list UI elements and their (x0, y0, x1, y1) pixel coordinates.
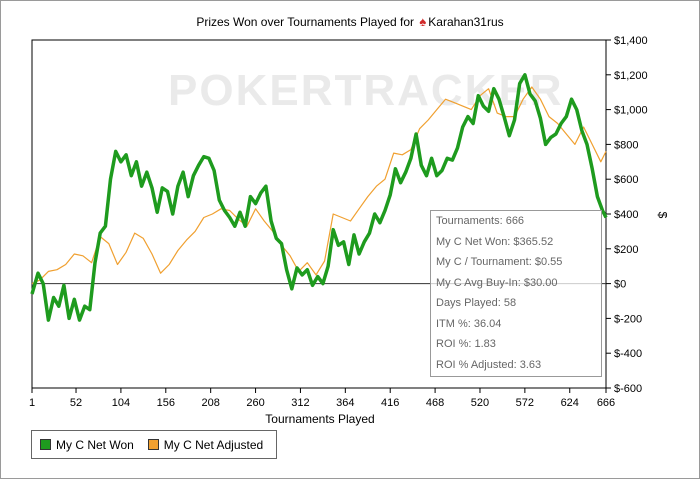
y-tick-label: $1,400 (614, 35, 648, 47)
x-tick-label: 1 (29, 397, 35, 409)
stats-row: ROI %: 1.83 (436, 338, 496, 350)
y-tick-label: $600 (614, 174, 638, 186)
legend-label-net-adjusted: My C Net Adjusted (163, 437, 264, 452)
chart-title-prefix: Prizes Won over Tournaments Played for (196, 15, 415, 29)
x-tick-label: 468 (426, 397, 444, 409)
x-tick-label: 666 (597, 397, 615, 409)
chart-title: Prizes Won over Tournaments Played for ♠… (0, 14, 700, 29)
y-tick-label: $-200 (614, 313, 642, 325)
x-tick-label: 208 (201, 397, 219, 409)
x-tick-label: 624 (561, 397, 579, 409)
legend-swatch-net-adjusted (147, 439, 159, 450)
legend: My C Net Won My C Net Adjusted (31, 430, 277, 459)
legend-item-net-adjusted[interactable]: My C Net Adjusted (147, 437, 264, 452)
stats-row: ROI % Adjusted: 3.63 (436, 358, 542, 371)
x-axis-label: Tournaments Played (265, 412, 375, 426)
stats-row: My C Avg Buy-In: $30.00 (436, 276, 558, 289)
x-tick-label: 572 (516, 397, 534, 409)
series-line-net-won (30, 73, 608, 322)
y-tick-label: $-600 (614, 383, 642, 395)
stats-row: My C Net Won: $365.52 (436, 235, 554, 248)
x-tick-label: 52 (70, 397, 82, 409)
stats-row: My C / Tournament: $0.55 (436, 256, 563, 268)
stats-box: Tournaments: 666 My C Net Won: $365.52 My … (430, 210, 602, 377)
chart-title-player: Karahan31rus (428, 15, 504, 29)
y-tick-label: $1,200 (614, 70, 648, 82)
y-tick-label: $1,000 (614, 105, 648, 117)
x-tick-label: 156 (157, 397, 175, 409)
legend-swatch-net-won (40, 439, 51, 450)
stats-row: Tournaments: 666 (436, 215, 525, 227)
y-tick-label: $0 (614, 279, 626, 291)
series-line-net-adjusted (31, 86, 607, 285)
x-tick-label: 416 (381, 397, 399, 409)
spade-icon: ♠ (419, 14, 427, 29)
x-tick-label: 520 (471, 397, 489, 409)
y-tick-label: $-400 (614, 348, 642, 360)
legend-label-net-won: My C Net Won (56, 437, 134, 452)
stats-row: Days Played: 58 (436, 297, 517, 309)
x-tick-label: 104 (112, 397, 130, 409)
y-tick-label: $800 (614, 139, 638, 151)
y-axis-label: $ (655, 211, 670, 219)
stats-row: ITM %: 36.04 (436, 317, 502, 330)
x-tick-label: 260 (246, 397, 264, 409)
legend-item-net-won[interactable]: My C Net Won (40, 438, 134, 452)
x-tick-label: 364 (336, 397, 354, 409)
x-tick-label: 312 (291, 397, 309, 409)
y-tick-label: $200 (614, 244, 638, 256)
y-tick-label: $400 (614, 209, 638, 221)
